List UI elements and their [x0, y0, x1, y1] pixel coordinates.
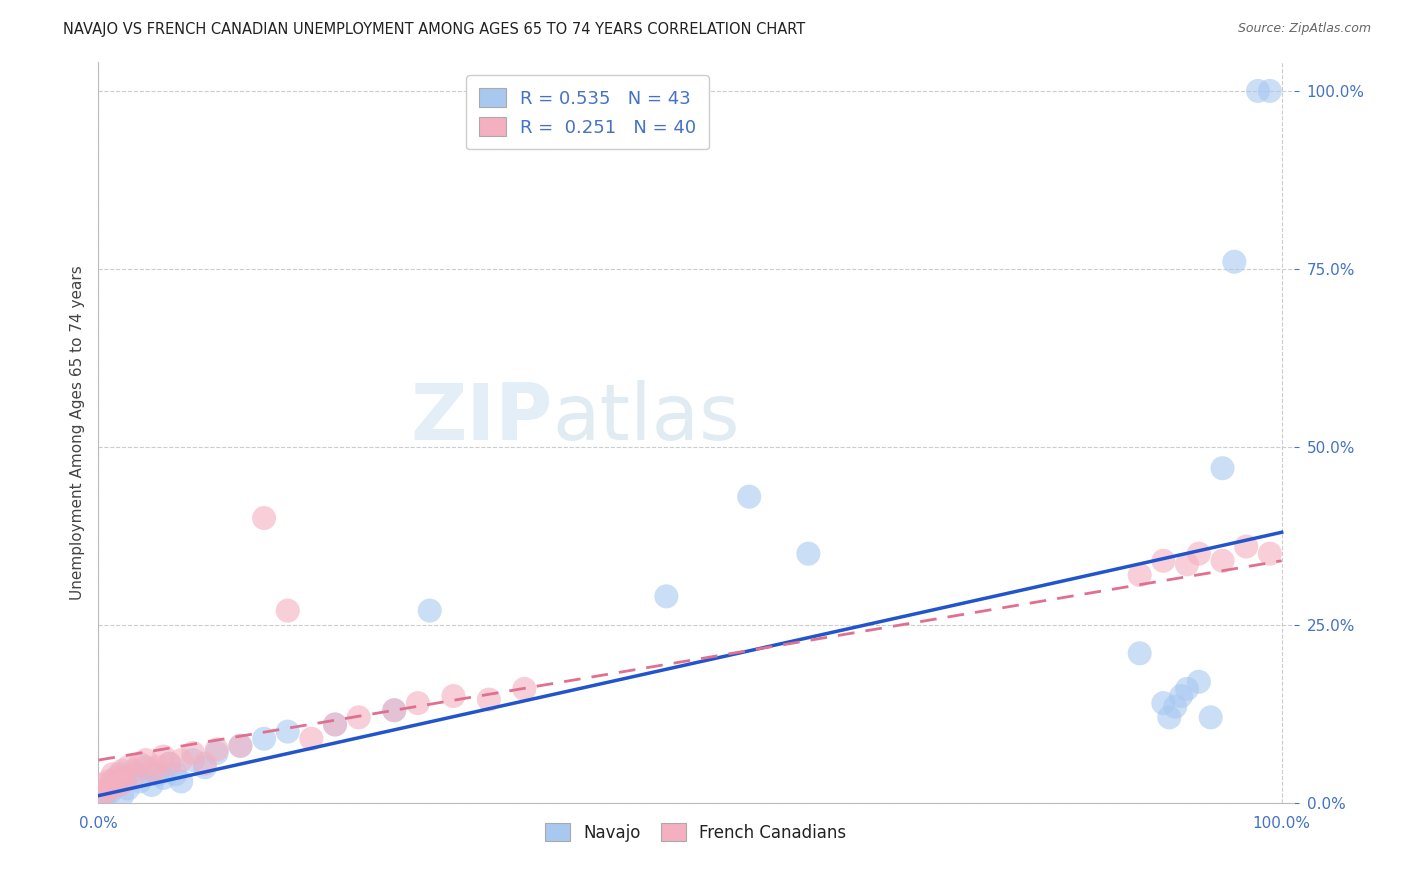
Point [101, 767, 124, 781]
Point [135, 760, 157, 774]
Point [1170, 689, 1192, 703]
Legend: Navajo, French Canadians: Navajo, French Canadians [537, 814, 855, 850]
Point [105, 771, 128, 785]
Point [157, 756, 180, 771]
Point [94, 785, 117, 799]
Point [152, 771, 174, 785]
Point [205, 742, 228, 756]
Point [382, 703, 405, 717]
Point [205, 746, 228, 760]
Point [478, 692, 501, 706]
Point [194, 760, 217, 774]
Point [97, 774, 120, 789]
Point [229, 739, 252, 753]
Text: NAVAJO VS FRENCH CANADIAN UNEMPLOYMENT AMONG AGES 65 TO 74 YEARS CORRELATION CHA: NAVAJO VS FRENCH CANADIAN UNEMPLOYMENT A… [63, 22, 806, 37]
Point [1175, 681, 1198, 696]
Point [122, 767, 145, 781]
Point [91, 778, 114, 792]
Point [406, 696, 429, 710]
Point [277, 604, 299, 618]
Point [114, 774, 136, 789]
Point [108, 778, 131, 792]
Point [738, 490, 761, 504]
Point [141, 764, 163, 778]
Point [108, 767, 131, 781]
Point [194, 756, 217, 771]
Point [1152, 696, 1174, 710]
Point [96, 781, 118, 796]
Point [122, 764, 145, 778]
Point [797, 547, 820, 561]
Point [419, 604, 441, 618]
Point [105, 778, 128, 792]
Point [382, 703, 405, 717]
Point [91, 792, 114, 806]
Point [1188, 674, 1211, 689]
Point [98, 781, 121, 796]
Point [170, 774, 193, 789]
Point [152, 749, 174, 764]
Point [146, 760, 169, 774]
Point [323, 717, 346, 731]
Point [128, 756, 150, 771]
Point [128, 774, 150, 789]
Point [117, 760, 139, 774]
Point [253, 731, 276, 746]
Point [229, 739, 252, 753]
Point [98, 785, 121, 799]
Point [1164, 699, 1187, 714]
Point [181, 753, 204, 767]
Point [1199, 710, 1222, 724]
Point [1212, 554, 1234, 568]
Point [1247, 84, 1270, 98]
Point [1159, 710, 1181, 724]
Point [111, 789, 134, 803]
Point [347, 710, 370, 724]
Point [1258, 547, 1281, 561]
Point [1212, 461, 1234, 475]
Point [1175, 558, 1198, 572]
Text: Source: ZipAtlas.com: Source: ZipAtlas.com [1237, 22, 1371, 36]
Point [90, 789, 112, 803]
Point [146, 767, 169, 781]
Point [181, 746, 204, 760]
Point [655, 590, 678, 604]
Point [111, 764, 134, 778]
Point [1188, 547, 1211, 561]
Point [1223, 254, 1246, 268]
Point [1234, 540, 1257, 554]
Point [117, 781, 139, 796]
Point [170, 753, 193, 767]
Point [93, 789, 115, 803]
Point [513, 681, 536, 696]
Point [135, 753, 157, 767]
Text: atlas: atlas [553, 380, 740, 456]
Point [299, 731, 322, 746]
Point [1129, 568, 1152, 582]
Point [277, 724, 299, 739]
Point [141, 778, 163, 792]
Point [1152, 554, 1174, 568]
Point [1258, 84, 1281, 98]
Point [101, 774, 124, 789]
Point [323, 717, 346, 731]
Point [441, 689, 464, 703]
Point [114, 771, 136, 785]
Text: ZIP: ZIP [411, 380, 553, 456]
Point [253, 511, 276, 525]
Point [157, 756, 180, 771]
Point [1129, 646, 1152, 660]
Point [165, 767, 187, 781]
Y-axis label: Unemployment Among Ages 65 to 74 years: Unemployment Among Ages 65 to 74 years [69, 265, 84, 600]
